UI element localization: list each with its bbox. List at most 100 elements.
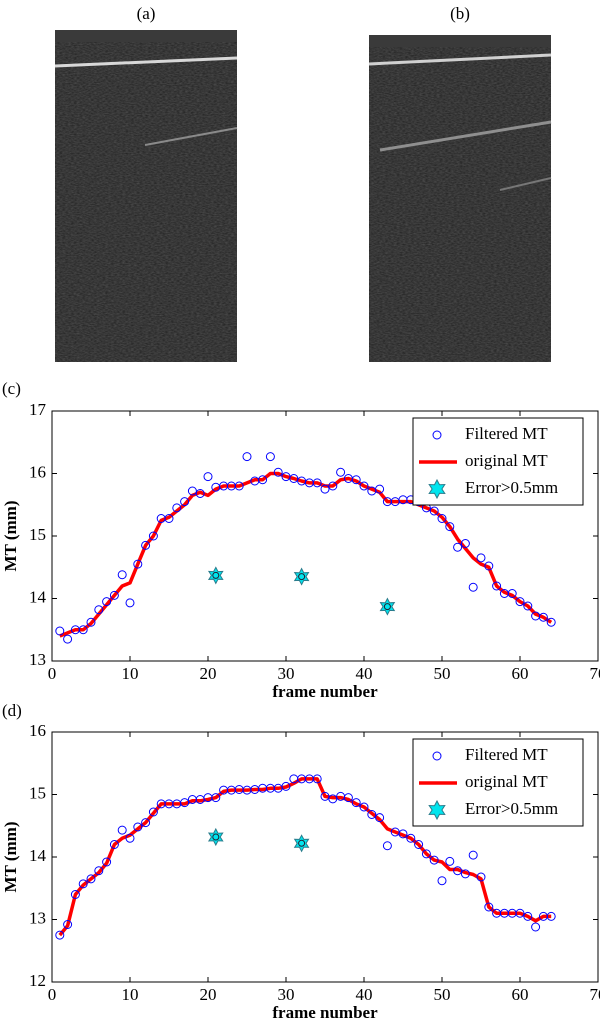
x-tick-label: 20 xyxy=(200,664,217,683)
data-point xyxy=(437,876,447,886)
data-point xyxy=(164,514,174,523)
data-point xyxy=(453,542,463,552)
data-point xyxy=(328,481,338,491)
data-point xyxy=(133,822,143,832)
x-tick-label: 40 xyxy=(356,985,373,1004)
data-point xyxy=(343,793,353,803)
x-tick-label: 0 xyxy=(48,985,57,1004)
data-point xyxy=(523,911,533,921)
legend-star xyxy=(428,799,446,821)
x-tick-label: 50 xyxy=(434,664,451,683)
data-point xyxy=(531,922,541,932)
data-point xyxy=(468,850,478,860)
y-axis-label: MT (mm) xyxy=(1,822,20,893)
data-point xyxy=(234,481,244,491)
data-point xyxy=(94,605,104,615)
data-point xyxy=(421,849,431,859)
data-point xyxy=(78,625,88,635)
ultrasound-image-b xyxy=(368,35,552,362)
y-tick-label: 12 xyxy=(29,971,46,990)
data-point xyxy=(406,833,416,843)
data-point xyxy=(515,908,525,918)
data-point xyxy=(359,802,369,812)
data-point xyxy=(437,514,447,523)
data-point xyxy=(211,793,221,803)
legend-label: original MT xyxy=(465,772,548,791)
data-point xyxy=(55,626,65,636)
data-point xyxy=(102,597,112,607)
data-point xyxy=(86,617,96,627)
panel-label: (b) xyxy=(450,4,470,23)
legend-marker xyxy=(432,430,442,440)
data-point xyxy=(312,478,322,488)
data-point xyxy=(55,930,65,940)
data-point xyxy=(125,833,135,843)
error-star xyxy=(379,597,396,616)
data-point xyxy=(281,781,291,791)
y-tick-label: 15 xyxy=(29,783,46,802)
y-tick-label: 16 xyxy=(29,462,46,481)
data-point xyxy=(109,590,119,600)
data-point xyxy=(460,539,470,548)
data-point xyxy=(336,467,346,477)
x-tick-label: 40 xyxy=(356,664,373,683)
data-point xyxy=(375,813,385,823)
data-point xyxy=(398,829,408,839)
error-star xyxy=(207,827,224,847)
data-point xyxy=(273,467,283,477)
y-tick-label: 14 xyxy=(29,846,47,865)
data-point xyxy=(125,598,135,608)
data-point xyxy=(507,589,517,598)
y-tick-label: 13 xyxy=(29,908,46,927)
data-point xyxy=(453,866,463,876)
data-point xyxy=(429,506,439,516)
data-point xyxy=(109,840,119,849)
data-point xyxy=(382,841,392,851)
panel-label: (c) xyxy=(2,379,21,398)
data-point xyxy=(187,486,197,496)
data-point xyxy=(258,475,268,485)
data-point xyxy=(460,869,470,879)
data-point xyxy=(484,902,494,912)
y-tick-label: 15 xyxy=(29,525,46,544)
legend-label: Filtered MT xyxy=(465,424,548,443)
data-point xyxy=(70,890,80,899)
error-star-center xyxy=(212,833,220,841)
data-point xyxy=(94,866,104,876)
legend-label: original MT xyxy=(465,451,548,470)
x-tick-label: 10 xyxy=(122,985,139,1004)
x-tick-label: 70 xyxy=(590,664,600,683)
x-tick-label: 60 xyxy=(512,664,529,683)
y-tick-label: 17 xyxy=(29,400,47,419)
data-point xyxy=(367,810,377,819)
y-tick-label: 16 xyxy=(29,721,46,740)
data-point xyxy=(328,794,338,804)
panel-label: (a) xyxy=(137,4,156,23)
legend-label: Error>0.5mm xyxy=(465,478,558,497)
data-point xyxy=(133,559,143,569)
data-point xyxy=(148,531,158,541)
data-point xyxy=(265,452,275,462)
x-axis-label: frame number xyxy=(272,1003,378,1022)
error-star-center xyxy=(298,839,306,847)
legend-star xyxy=(428,478,446,500)
error-star xyxy=(293,567,310,586)
data-point xyxy=(148,807,158,817)
y-axis-label: MT (mm) xyxy=(1,501,20,572)
data-point xyxy=(429,855,439,865)
x-tick-label: 20 xyxy=(200,985,217,1004)
data-point xyxy=(203,472,213,482)
ultrasound-image-a xyxy=(54,30,238,362)
data-point xyxy=(320,791,330,801)
error-star-center xyxy=(298,573,306,581)
data-point xyxy=(414,840,424,849)
legend-label: Error>0.5mm xyxy=(465,799,558,818)
data-point xyxy=(172,503,182,513)
x-tick-label: 30 xyxy=(278,664,295,683)
data-point xyxy=(445,856,455,866)
data-point xyxy=(180,497,190,507)
x-tick-label: 60 xyxy=(512,985,529,1004)
x-tick-label: 30 xyxy=(278,985,295,1004)
data-point xyxy=(141,540,151,550)
